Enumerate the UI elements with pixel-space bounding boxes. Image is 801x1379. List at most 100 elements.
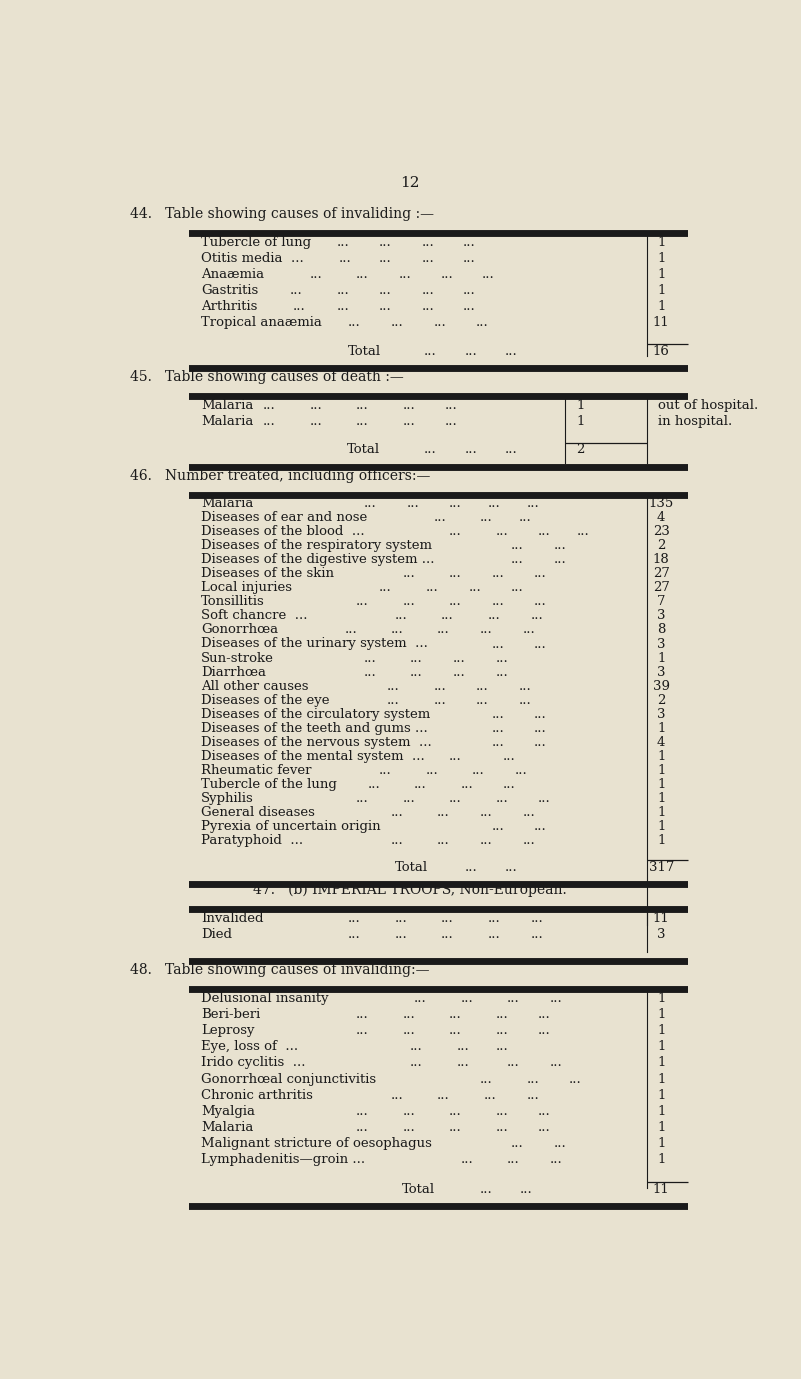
Text: ...: ... — [465, 444, 477, 456]
Text: 48.   Table showing causes of invaliding:—: 48. Table showing causes of invaliding:— — [130, 963, 429, 976]
Text: General diseases: General diseases — [201, 805, 315, 819]
Text: ...: ... — [465, 860, 477, 874]
Text: ...: ... — [414, 778, 427, 790]
Text: ...: ... — [495, 651, 508, 665]
Text: 18: 18 — [653, 553, 670, 567]
Text: ...: ... — [492, 721, 505, 735]
Text: ...: ... — [511, 582, 524, 594]
Text: Gonorrhœa: Gonorrhœa — [201, 623, 278, 637]
Text: 1: 1 — [577, 415, 585, 427]
Text: Chronic arthritis: Chronic arthritis — [201, 1088, 312, 1102]
Text: 1: 1 — [657, 792, 666, 805]
Text: 1: 1 — [657, 1088, 666, 1102]
Text: ...: ... — [336, 301, 349, 313]
Text: ...: ... — [463, 301, 476, 313]
Text: Total: Total — [347, 444, 380, 456]
Text: 46.   Number treated, including officers:—: 46. Number treated, including officers:— — [130, 469, 430, 483]
Text: ...: ... — [515, 764, 528, 776]
Text: Delusional insanity: Delusional insanity — [201, 992, 328, 1005]
Text: ...: ... — [553, 539, 566, 553]
Text: ...: ... — [476, 316, 489, 330]
Text: 3: 3 — [657, 707, 666, 721]
Text: ...: ... — [356, 1105, 368, 1118]
Text: ...: ... — [518, 680, 531, 692]
Text: ...: ... — [433, 680, 446, 692]
Text: ...: ... — [495, 525, 508, 538]
Text: 1: 1 — [657, 268, 666, 281]
Text: 1: 1 — [657, 1121, 666, 1134]
Text: Died: Died — [201, 928, 231, 940]
Text: ...: ... — [379, 284, 392, 296]
Text: ...: ... — [511, 539, 524, 553]
Text: ...: ... — [481, 268, 494, 281]
Text: ...: ... — [503, 778, 516, 790]
Text: 1: 1 — [657, 834, 666, 847]
Text: ...: ... — [402, 596, 415, 608]
Text: Diseases of the mental system  ...: Diseases of the mental system ... — [201, 750, 425, 763]
Text: ...: ... — [364, 666, 376, 678]
Text: All other causes: All other causes — [201, 680, 308, 692]
Text: ...: ... — [526, 1088, 539, 1102]
Text: ...: ... — [492, 707, 505, 721]
Text: ...: ... — [364, 498, 376, 510]
Text: ...: ... — [402, 1121, 415, 1134]
Text: 1: 1 — [657, 1040, 666, 1054]
Text: ...: ... — [402, 415, 415, 427]
Text: 27: 27 — [653, 567, 670, 581]
Text: ...: ... — [492, 567, 505, 581]
Text: ...: ... — [422, 236, 434, 248]
Text: 8: 8 — [657, 623, 666, 637]
Text: ...: ... — [379, 764, 392, 776]
Text: Paratyphoid  ...: Paratyphoid ... — [201, 834, 303, 847]
Text: ...: ... — [461, 1153, 473, 1167]
Text: ...: ... — [505, 860, 517, 874]
Text: Diseases of the circulatory system: Diseases of the circulatory system — [201, 707, 430, 721]
Text: 1: 1 — [657, 750, 666, 763]
Text: ...: ... — [410, 651, 423, 665]
Text: ...: ... — [549, 1153, 562, 1167]
Text: ...: ... — [391, 1088, 404, 1102]
Text: ...: ... — [530, 610, 543, 622]
Text: ...: ... — [449, 1105, 461, 1118]
Text: 4: 4 — [657, 512, 666, 524]
Text: ...: ... — [449, 1008, 461, 1020]
Text: ...: ... — [441, 912, 454, 925]
Text: Malaria: Malaria — [201, 415, 253, 427]
Text: 135: 135 — [649, 498, 674, 510]
Text: in hospital.: in hospital. — [658, 415, 732, 427]
Text: ...: ... — [495, 1105, 508, 1118]
Text: Rheumatic fever: Rheumatic fever — [201, 764, 312, 776]
Text: 45.   Table showing causes of death :—: 45. Table showing causes of death :— — [130, 370, 404, 385]
Text: ...: ... — [492, 819, 505, 833]
Text: Lymphadenitis—groin ...: Lymphadenitis—groin ... — [201, 1153, 365, 1167]
Text: 1: 1 — [657, 1056, 666, 1069]
Text: ...: ... — [476, 680, 489, 692]
Text: 11: 11 — [653, 1183, 670, 1196]
Text: ...: ... — [488, 912, 501, 925]
Text: ...: ... — [505, 444, 517, 456]
Text: 1: 1 — [657, 301, 666, 313]
Text: ...: ... — [402, 1025, 415, 1037]
Text: ...: ... — [465, 345, 477, 359]
Text: ...: ... — [534, 567, 547, 581]
Text: ...: ... — [402, 792, 415, 805]
Text: ...: ... — [507, 992, 520, 1005]
Text: 1: 1 — [657, 1073, 666, 1085]
Text: ...: ... — [480, 834, 493, 847]
Text: Diseases of the skin: Diseases of the skin — [201, 567, 334, 581]
Text: ...: ... — [534, 819, 547, 833]
Text: ...: ... — [356, 1008, 368, 1020]
Text: ...: ... — [492, 637, 505, 651]
Text: Malaria: Malaria — [201, 399, 253, 412]
Text: 27: 27 — [653, 582, 670, 594]
Text: ...: ... — [395, 912, 408, 925]
Text: ...: ... — [309, 415, 322, 427]
Text: ...: ... — [469, 582, 481, 594]
Text: Diseases of the urinary system  ...: Diseases of the urinary system ... — [201, 637, 428, 651]
Text: 1: 1 — [657, 1153, 666, 1167]
Text: ...: ... — [437, 623, 450, 637]
Text: Leprosy: Leprosy — [201, 1025, 255, 1037]
Text: 1: 1 — [657, 1025, 666, 1037]
Text: Tonsillitis: Tonsillitis — [201, 596, 264, 608]
Text: 1: 1 — [657, 1138, 666, 1150]
